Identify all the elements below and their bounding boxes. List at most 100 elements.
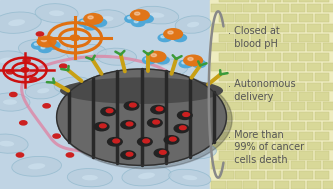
Circle shape [188, 57, 193, 60]
Bar [275, 122, 289, 130]
Bar [210, 0, 333, 189]
Bar [219, 151, 233, 160]
Circle shape [108, 138, 122, 146]
Circle shape [125, 15, 138, 23]
Bar [267, 73, 281, 81]
Bar [315, 14, 329, 22]
Ellipse shape [82, 175, 98, 180]
Bar [235, 171, 249, 179]
Bar [243, 122, 257, 130]
Bar [219, 92, 233, 101]
Bar [315, 92, 329, 101]
Circle shape [164, 29, 182, 39]
Ellipse shape [80, 50, 93, 56]
Bar [323, 24, 333, 32]
Circle shape [94, 122, 109, 131]
Bar [283, 33, 297, 42]
Circle shape [38, 45, 52, 53]
Ellipse shape [159, 65, 174, 71]
Bar [227, 83, 241, 91]
Bar [275, 181, 289, 189]
Bar [243, 181, 257, 189]
Bar [227, 63, 241, 71]
Bar [251, 0, 265, 2]
Bar [323, 122, 333, 130]
Ellipse shape [169, 169, 211, 186]
Bar [211, 142, 225, 150]
Circle shape [143, 139, 150, 143]
Bar [323, 142, 333, 150]
Bar [219, 33, 233, 42]
Bar [315, 53, 329, 61]
Bar [307, 4, 321, 12]
Bar [267, 53, 281, 61]
Bar [323, 83, 333, 91]
Bar [251, 151, 265, 160]
Circle shape [134, 20, 138, 23]
Circle shape [84, 22, 97, 30]
Bar [267, 33, 281, 42]
Circle shape [101, 107, 116, 116]
Bar [243, 161, 257, 169]
Circle shape [184, 55, 202, 66]
Bar [219, 73, 233, 81]
Ellipse shape [183, 110, 216, 124]
Bar [259, 43, 273, 51]
Bar [315, 33, 329, 42]
Bar [307, 24, 321, 32]
Bar [219, 112, 233, 120]
Circle shape [43, 104, 50, 108]
Bar [267, 112, 281, 120]
Bar [299, 53, 313, 61]
Ellipse shape [100, 16, 114, 22]
Bar [211, 83, 225, 91]
Bar [283, 92, 297, 101]
Ellipse shape [8, 19, 25, 26]
Circle shape [143, 56, 156, 64]
Circle shape [121, 121, 136, 129]
Bar [235, 132, 249, 140]
Bar [235, 151, 249, 160]
Circle shape [60, 64, 67, 68]
Bar [315, 171, 329, 179]
Ellipse shape [12, 156, 62, 176]
Bar [211, 161, 225, 169]
Bar [259, 4, 273, 12]
Bar [267, 171, 281, 179]
Circle shape [135, 12, 140, 15]
Bar [243, 4, 257, 12]
Circle shape [131, 10, 149, 20]
Circle shape [83, 142, 90, 146]
Ellipse shape [35, 46, 52, 52]
Circle shape [177, 111, 192, 119]
Circle shape [132, 19, 145, 26]
Bar [275, 83, 289, 91]
Circle shape [145, 58, 149, 60]
Bar [227, 24, 241, 32]
Ellipse shape [0, 57, 14, 64]
Ellipse shape [175, 16, 211, 33]
Bar [235, 33, 249, 42]
Circle shape [128, 17, 132, 19]
Circle shape [185, 90, 198, 97]
Ellipse shape [49, 10, 64, 16]
Circle shape [87, 24, 91, 26]
Bar [315, 151, 329, 160]
Circle shape [100, 124, 106, 128]
Bar [235, 112, 249, 120]
Bar [299, 14, 313, 22]
Text: . More than
  99% of cancer
  cells death: . More than 99% of cancer cells death [228, 130, 304, 165]
Bar [219, 171, 233, 179]
Circle shape [153, 120, 160, 124]
Bar [283, 53, 297, 61]
Ellipse shape [187, 22, 199, 27]
Circle shape [70, 35, 80, 40]
Circle shape [138, 138, 152, 146]
Bar [235, 53, 249, 61]
Bar [227, 142, 241, 150]
Circle shape [143, 17, 147, 19]
Bar [323, 102, 333, 110]
Bar [291, 83, 305, 91]
Circle shape [158, 34, 171, 42]
Bar [283, 0, 297, 2]
